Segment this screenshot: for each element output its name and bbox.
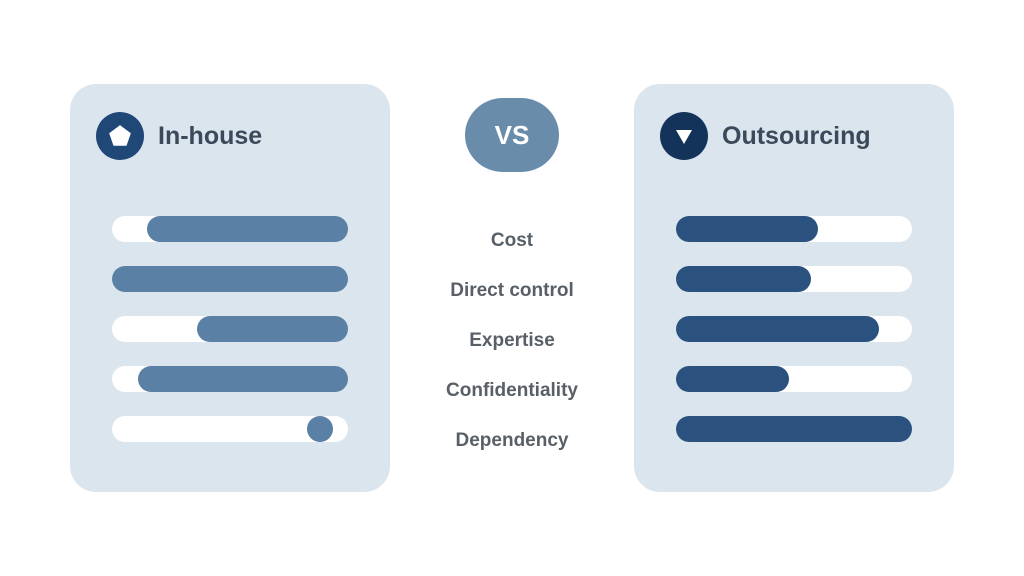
- bar-track: [112, 216, 348, 242]
- bar-fill: [676, 366, 789, 392]
- bar-track: [676, 416, 912, 442]
- vs-badge: VS: [465, 98, 559, 172]
- category-label: Dependency: [456, 428, 569, 454]
- bar-track: [676, 366, 912, 392]
- inhouse-panel: In-house: [70, 84, 390, 492]
- outsourcing-header: Outsourcing: [660, 112, 928, 160]
- bar-track: [676, 216, 912, 242]
- category-label: Expertise: [469, 328, 555, 354]
- vs-text: VS: [495, 120, 530, 151]
- outsourcing-panel: Outsourcing: [634, 84, 954, 492]
- category-labels: Cost Direct control Expertise Confidentiali…: [446, 228, 578, 454]
- inhouse-bars: [96, 216, 364, 442]
- bar-fill: [676, 266, 811, 292]
- center-column: VS Cost Direct control Expertise Confidenti…: [390, 84, 634, 454]
- bar-dot: [307, 416, 333, 442]
- bar-track: [112, 366, 348, 392]
- bar-track: [112, 266, 348, 292]
- bar-track: [676, 266, 912, 292]
- category-label: Cost: [491, 228, 533, 254]
- outsourcing-bars: [660, 216, 928, 442]
- bar-fill: [197, 316, 348, 342]
- outsourcing-title: Outsourcing: [722, 122, 871, 151]
- bar-track: [112, 316, 348, 342]
- bar-track: [112, 416, 348, 442]
- bar-fill: [676, 416, 912, 442]
- comparison-container: In-house VS CostDirect controlExpertiseC…: [0, 84, 1024, 492]
- bar-fill: [138, 366, 348, 392]
- bar-fill: [676, 316, 879, 342]
- inhouse-title: In-house: [158, 122, 262, 151]
- bar-fill: [147, 216, 348, 242]
- bar-track: [676, 316, 912, 342]
- bar-fill: [112, 266, 348, 292]
- category-label: Direct control: [450, 278, 574, 304]
- bar-fill: [676, 216, 818, 242]
- triangle-down-icon: [660, 112, 708, 160]
- category-label: Confidentiality: [446, 378, 578, 404]
- pentagon-icon: [96, 112, 144, 160]
- inhouse-header: In-house: [96, 112, 364, 160]
